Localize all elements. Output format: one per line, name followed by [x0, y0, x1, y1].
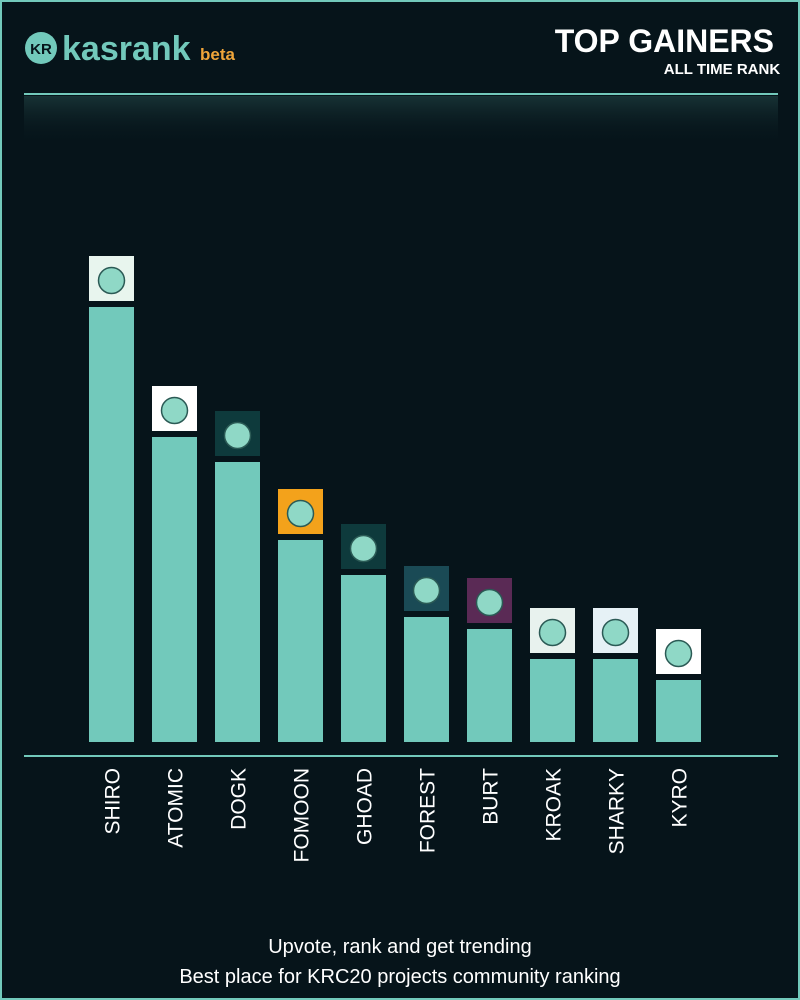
bar: [656, 680, 701, 742]
token-icon-face: [286, 499, 315, 528]
brand-tag: beta: [200, 45, 236, 64]
x-tick-label: FOREST: [417, 768, 440, 853]
token-icon-face: [97, 266, 126, 295]
x-tick-label: SHIRO: [102, 768, 125, 835]
brand-name: kasrank: [62, 30, 191, 68]
footer-line: Upvote, rank and get trending: [268, 936, 532, 958]
x-tick-label: BURT: [480, 768, 503, 825]
x-tick-label: SHARKY: [606, 768, 629, 854]
bar: [404, 617, 449, 742]
x-tick-label: DOGK: [228, 768, 251, 830]
bar: [215, 462, 260, 742]
bar: [341, 575, 386, 742]
bar: [467, 629, 512, 742]
x-tick-label: KYRO: [669, 768, 692, 828]
token-icon-face: [412, 576, 441, 605]
token-icon-face: [223, 421, 252, 450]
glow: [24, 96, 778, 146]
chart-subtitle: ALL TIME RANK: [664, 61, 781, 78]
bar: [593, 659, 638, 742]
x-tick-label: FOMOON: [291, 768, 314, 863]
bar: [89, 307, 134, 742]
logo-icon: [25, 32, 57, 64]
x-tick-label: GHOAD: [354, 768, 377, 845]
bar: [152, 437, 197, 742]
logo-mark: KR: [30, 41, 52, 58]
footer-line: Best place for KRC20 projects community …: [179, 966, 620, 988]
bar: [278, 540, 323, 742]
token-icon-face: [160, 396, 189, 425]
bar: [530, 659, 575, 742]
x-tick-label: ATOMIC: [165, 768, 188, 848]
token-icon-face: [601, 618, 630, 647]
chart-title: TOP GAINERS: [555, 23, 774, 59]
token-icon-face: [475, 588, 504, 617]
token-icon-face: [349, 534, 378, 563]
token-icon-face: [664, 639, 693, 668]
token-icon-face: [538, 618, 567, 647]
x-tick-label: KROAK: [543, 768, 566, 842]
